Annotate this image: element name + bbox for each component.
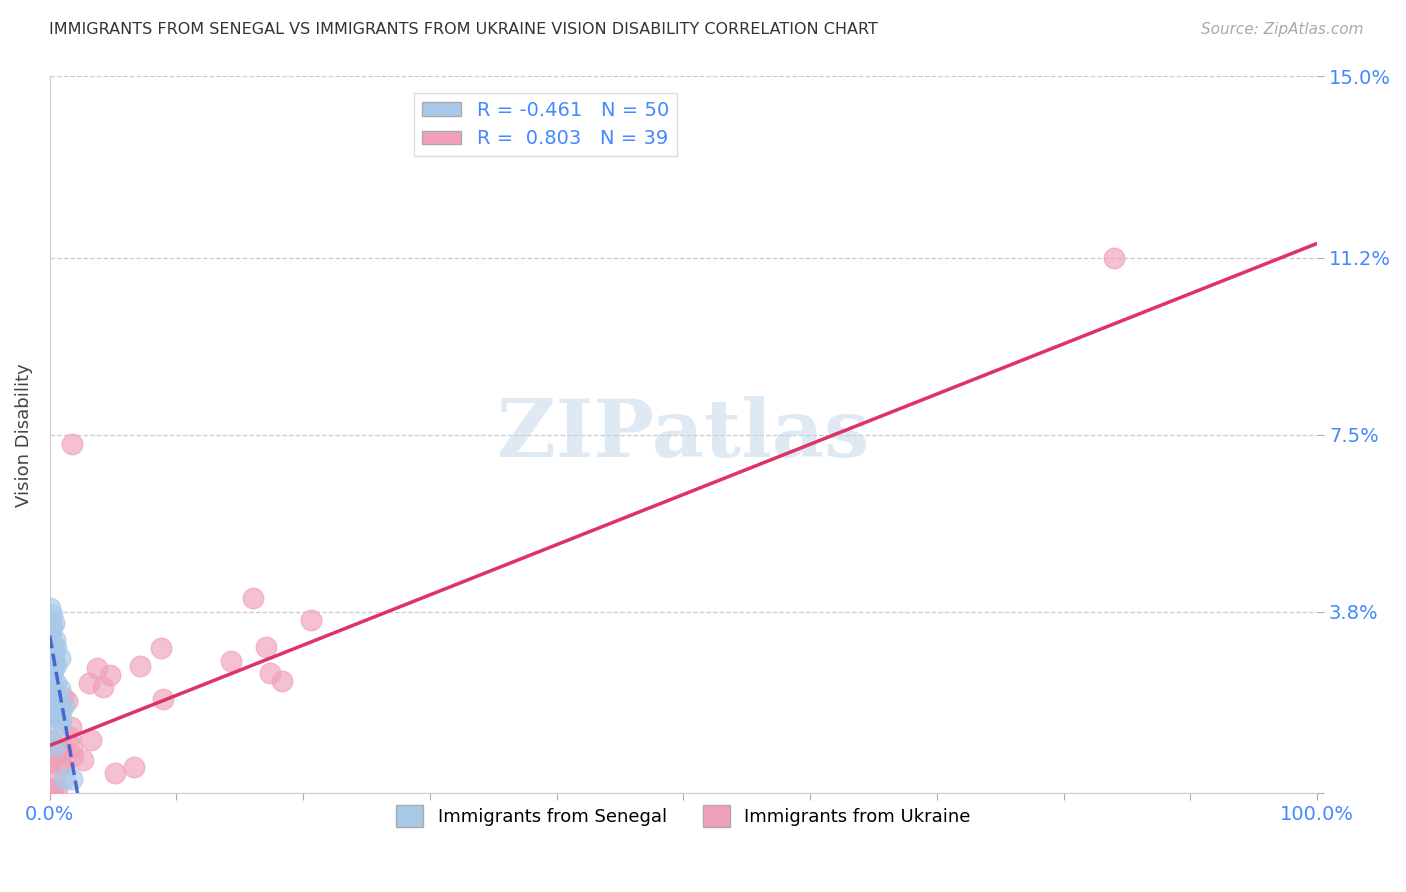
Point [79, 676, 101, 690]
Point [62, 749, 84, 764]
Point [271, 674, 294, 689]
Point [49, 758, 72, 772]
Point [55, 694, 77, 708]
Point [79, 733, 101, 747]
Point [242, 591, 264, 605]
Point [52, 743, 75, 757]
Point [42, 681, 65, 696]
Point [86, 660, 108, 674]
Point [52, 690, 75, 704]
Point [41, 645, 63, 659]
Point [1104, 251, 1126, 265]
Point [44, 694, 66, 708]
Point [39, 694, 62, 708]
Point [150, 640, 173, 655]
Point [59, 730, 82, 744]
Point [49, 706, 72, 720]
Point [219, 654, 242, 668]
Point [49, 756, 72, 770]
Point [91, 680, 114, 694]
Point [39, 661, 62, 675]
Point [41, 658, 63, 673]
Point [254, 640, 277, 654]
Point [41, 657, 63, 671]
Y-axis label: Vision Disability: Vision Disability [15, 363, 32, 507]
Point [42, 663, 65, 677]
Point [41, 646, 63, 660]
Point [103, 766, 125, 780]
Point [45, 640, 67, 655]
Text: Source: ZipAtlas.com: Source: ZipAtlas.com [1201, 22, 1364, 37]
Point [72, 754, 94, 768]
Point [42, 615, 65, 630]
Point [42, 654, 65, 668]
Point [53, 772, 76, 786]
Point [39, 623, 62, 637]
Point [39, 740, 62, 755]
Point [259, 665, 281, 680]
Point [39, 670, 62, 684]
Point [39, 733, 62, 747]
Point [44, 633, 66, 648]
Point [39, 702, 62, 716]
Point [41, 667, 63, 681]
Point [41, 631, 63, 645]
Point [44, 705, 66, 719]
Point [48, 718, 70, 732]
Point [41, 662, 63, 676]
Point [44, 641, 66, 656]
Point [41, 620, 63, 634]
Point [122, 760, 145, 774]
Point [39, 733, 62, 747]
Point [41, 706, 63, 721]
Point [49, 650, 72, 665]
Point [129, 658, 152, 673]
Text: ZIPatlas: ZIPatlas [498, 396, 869, 474]
Point [42, 781, 65, 796]
Legend: Immigrants from Senegal, Immigrants from Ukraine: Immigrants from Senegal, Immigrants from… [389, 798, 979, 835]
Point [52, 698, 75, 712]
Point [39, 668, 62, 682]
Point [42, 652, 65, 666]
Point [41, 648, 63, 662]
Point [45, 747, 67, 762]
Point [41, 684, 63, 698]
Point [39, 668, 62, 682]
Point [46, 705, 69, 719]
Point [39, 781, 62, 796]
Point [44, 739, 66, 753]
Point [41, 755, 63, 769]
Point [41, 638, 63, 652]
Point [39, 601, 62, 615]
Point [41, 607, 63, 622]
Point [45, 781, 67, 796]
Point [42, 781, 65, 796]
Point [45, 658, 67, 673]
Point [152, 691, 174, 706]
Point [62, 772, 84, 786]
Point [49, 682, 72, 697]
Point [59, 720, 82, 734]
Point [42, 700, 65, 714]
Point [62, 740, 84, 755]
Point [41, 703, 63, 717]
Point [49, 714, 72, 728]
Point [45, 676, 67, 690]
Point [41, 699, 63, 714]
Text: IMMIGRANTS FROM SENEGAL VS IMMIGRANTS FROM UKRAINE VISION DISABILITY CORRELATION: IMMIGRANTS FROM SENEGAL VS IMMIGRANTS FR… [49, 22, 879, 37]
Point [299, 613, 322, 627]
Point [42, 769, 65, 783]
Point [41, 650, 63, 665]
Point [62, 437, 84, 451]
Point [48, 697, 70, 711]
Point [98, 668, 121, 682]
Point [48, 711, 70, 725]
Point [39, 653, 62, 667]
Point [39, 691, 62, 706]
